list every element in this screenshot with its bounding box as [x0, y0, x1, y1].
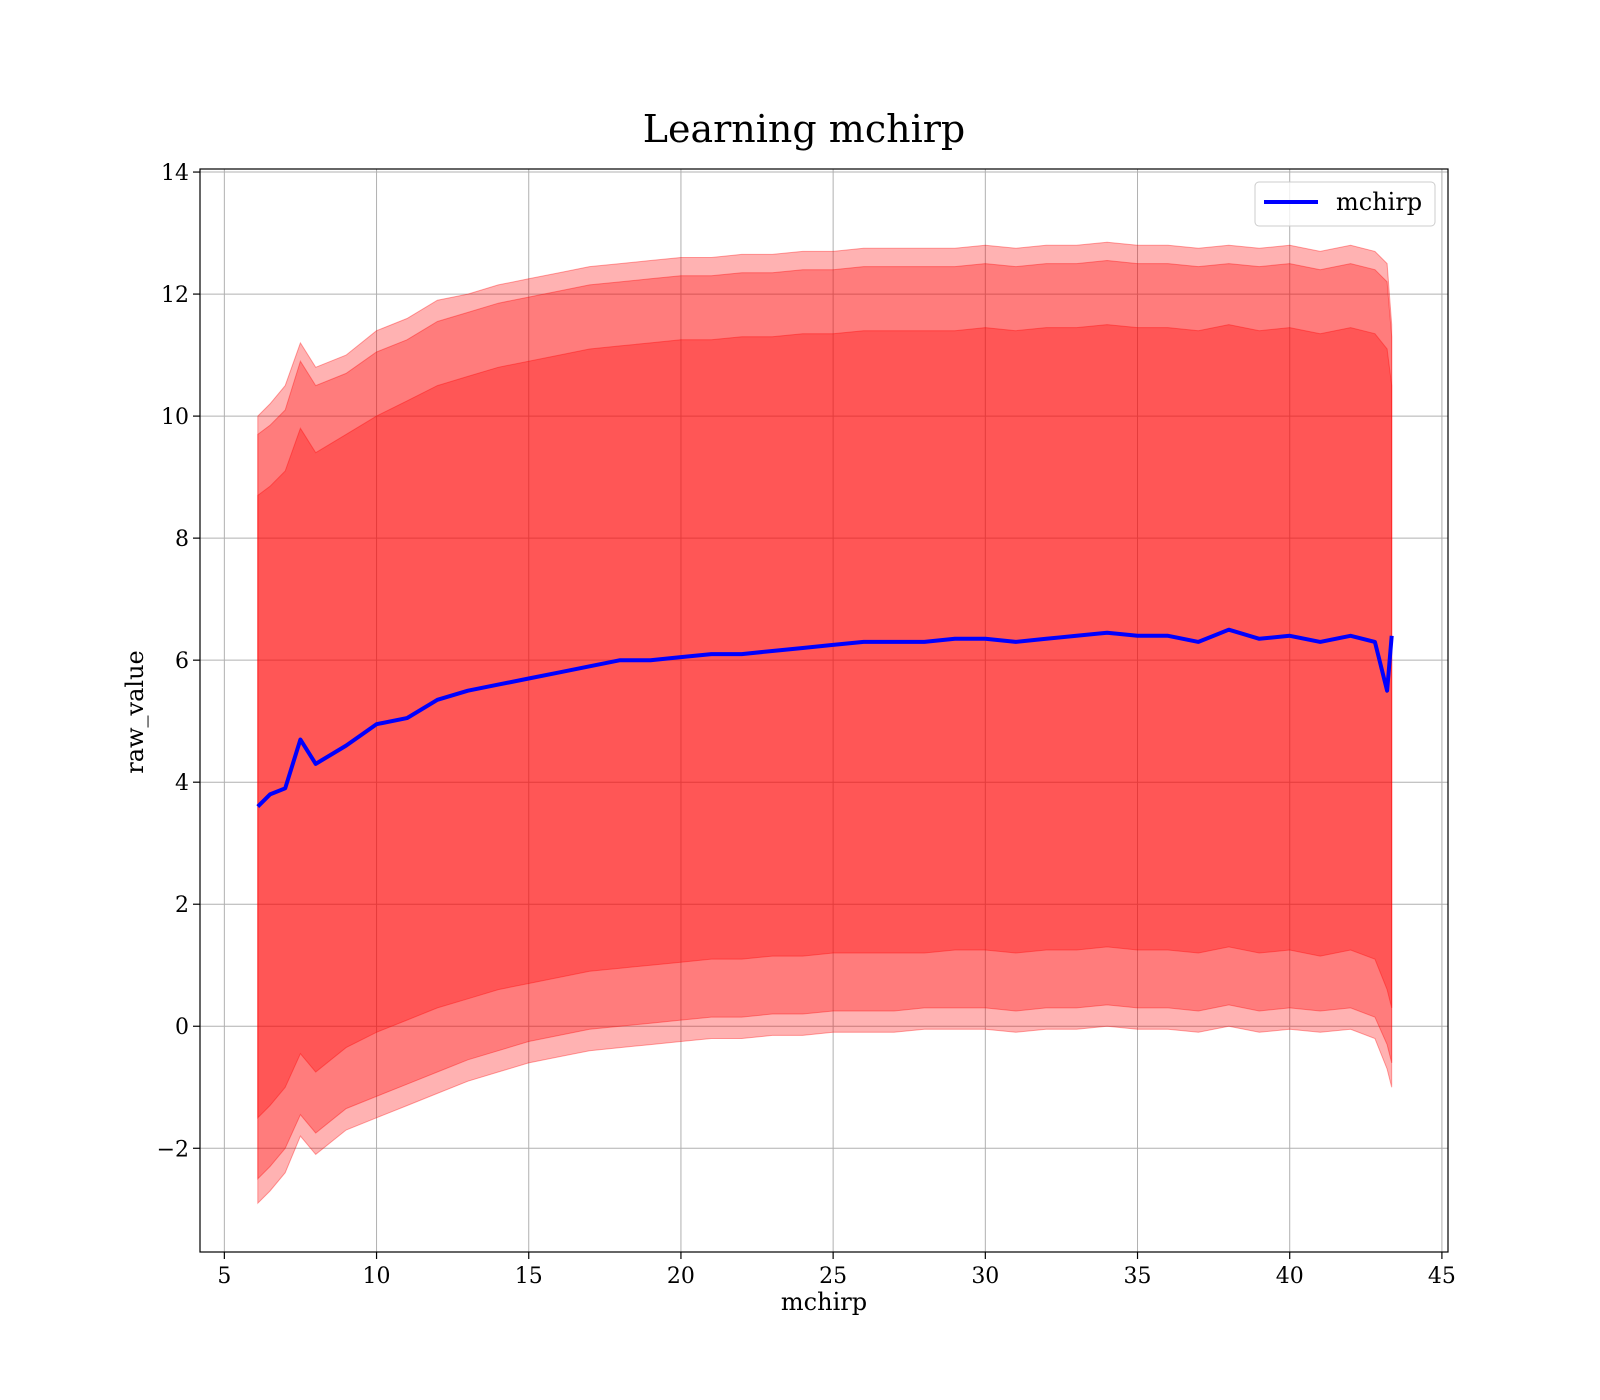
x-tick-label: 40: [1276, 1264, 1304, 1289]
x-tick-label: 5: [217, 1264, 231, 1289]
y-axis-label: raw_value: [121, 650, 149, 774]
x-axis-label: mchirp: [781, 1288, 867, 1316]
x-tick-label: 45: [1428, 1264, 1456, 1289]
grid-lines: [200, 169, 1448, 1252]
y-tick-label: 6: [175, 649, 189, 674]
legend: mchirp: [1254, 181, 1436, 227]
x-tick-label: 10: [363, 1264, 391, 1289]
x-tick-label: 35: [1124, 1264, 1152, 1289]
confidence-band-3: [257, 324, 1393, 1120]
series-line-mchirp: [256, 627, 1394, 809]
plot-frame: [199, 168, 1449, 1253]
x-tick-label: 20: [667, 1264, 695, 1289]
x-tick-label: 30: [971, 1264, 999, 1289]
x-tick-label: 15: [515, 1264, 543, 1289]
legend-label: mchirp: [1336, 188, 1422, 216]
confidence-band-2: [257, 259, 1393, 1181]
x-axis-ticks: 5 10 15 20 25 30 35 40 45: [217, 1252, 1456, 1289]
legend-box: [1254, 181, 1436, 227]
y-tick-label: 8: [175, 527, 189, 552]
x-tick-label: 25: [819, 1264, 847, 1289]
y-tick-label: 12: [161, 283, 189, 308]
y-tick-label: 14: [161, 161, 189, 186]
confidence-band-1: [257, 241, 1393, 1205]
y-tick-label: 2: [175, 893, 189, 918]
y-tick-label: 10: [161, 405, 189, 430]
y-axis-ticks: −2 0 2 4 6 8 10 12 14: [157, 161, 200, 1162]
y-tick-label: 4: [175, 771, 189, 796]
y-tick-label: −2: [157, 1137, 189, 1162]
chart-title: Learning mchirp: [643, 107, 965, 151]
series-lines: [256, 627, 1394, 809]
confidence-bands: [257, 241, 1393, 1205]
y-tick-label: 0: [175, 1015, 189, 1040]
